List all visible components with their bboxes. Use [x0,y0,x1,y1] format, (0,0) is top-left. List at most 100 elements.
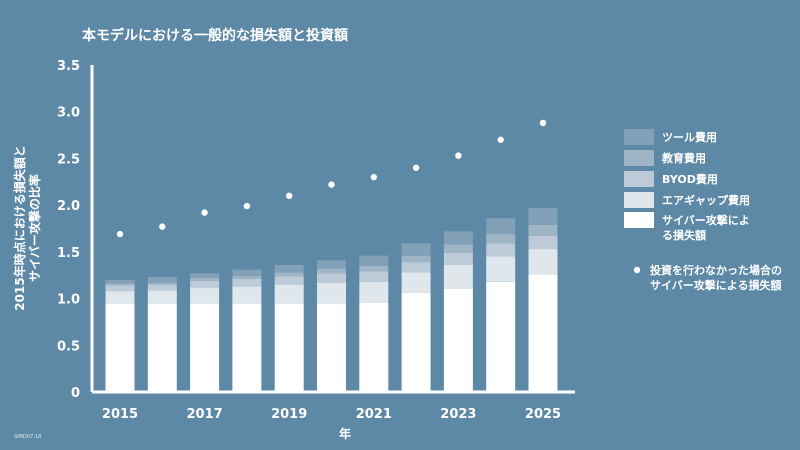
y-tick-label: 1.0 [57,293,80,308]
x-tick-label: 2021 [356,407,392,422]
bar-segment [190,287,220,304]
bar-segment [232,286,262,304]
scatter-point [370,173,377,181]
x-axis-label: 年 [339,426,351,441]
bar-segment [528,274,558,392]
legend-label: ツール費用 [662,130,717,144]
bar-segment [528,249,558,275]
y-tick-label: 0 [71,386,80,401]
bar-segment [147,282,177,285]
bar-segment [105,283,135,286]
y-tick-label: 1.5 [57,246,80,261]
bar-segment [401,262,431,273]
bar-segment [359,271,389,282]
bar-segment [528,207,558,225]
bar-segment [274,272,304,277]
bar-segment [486,234,516,244]
x-tick-label: 2017 [187,407,223,422]
y-axis-label-line-1: 2015年時点における損失額と [12,145,27,310]
bar-segment [486,256,516,282]
bar-segment [190,303,220,392]
bar-segment [443,288,473,392]
legend-swatch [624,171,654,187]
y-tick-label: 3.0 [57,106,80,121]
scatter-point [243,202,251,210]
bar-segment [359,255,389,266]
bar-segment [232,276,262,279]
bar-segment [105,291,135,304]
bar-segment [105,285,135,292]
bar-segment [147,290,177,304]
scatter-point [412,164,420,171]
bar-segment [486,281,516,392]
bar-segment [317,260,346,269]
bar-segment [359,281,389,303]
chart-title: 本モデルにおける一般的な損失額と投資額 [82,27,348,44]
y-tick-label: 0.5 [57,339,80,354]
bar-segment [274,284,304,304]
bar-segment [232,278,262,287]
scatter-points [116,119,547,238]
scatter-point [201,209,208,216]
scatter-point [159,223,166,230]
y-tick-label: 2.0 [57,199,80,214]
bar-segment [443,264,473,289]
x-tick-label: 2025 [525,407,561,422]
bar-segment [232,303,262,392]
x-tick-label: 2023 [440,407,476,422]
bar-segment [147,303,177,392]
scatter-point [497,136,504,143]
bar-segment [359,265,389,272]
scatter-point [286,192,293,199]
y-axis-label-line-2: サイバー攻撃の比率 [27,174,42,282]
bar-segment [443,244,473,253]
bar-segment [401,243,431,256]
y-tick-label: 2.5 [57,152,80,167]
scatter-point [539,119,547,127]
legend-swatch [624,150,654,166]
bar-segment [190,278,220,281]
x-axis-ticks: 2015 2017 2019 2021 2023 2025 [102,407,561,422]
legend-label: エアギャップ費用 [662,193,750,207]
bars [105,207,558,392]
bar-segment [486,218,516,235]
y-axis-label: 2015年時点における損失額と サイバー攻撃の比率 [12,145,42,310]
bar-segment [401,272,431,293]
bar-segment [359,302,389,392]
bar-segment [528,235,558,250]
bar-segment [190,273,220,279]
legend-dot [633,266,641,274]
bar-segment [105,303,135,392]
bar-segment [147,277,177,283]
bar-segment [105,279,135,284]
x-tick-label: 2015 [102,407,138,422]
bar-segment [190,280,220,288]
legend-label: 教育費用 [661,151,706,165]
legend-swatch [624,212,654,228]
x-tick-label: 2019 [271,407,307,422]
scatter-point [116,230,124,238]
bar-segment [317,303,346,392]
y-axis-ticks: 0 0.5 1.0 1.5 2.0 2.5 3.0 3.5 [57,59,80,401]
bar-segment [486,243,516,257]
bar-segment [274,276,304,285]
bar-segment [317,268,346,274]
scatter-point [455,152,462,159]
bar-segment [317,282,346,304]
y-tick-label: 3.5 [57,59,80,74]
bar-segment [443,231,473,245]
bar-segment [317,273,346,283]
bar-segment [274,303,304,392]
bar-segment [528,224,558,236]
legend-label-line-2: る損失額 [662,228,706,242]
legend-scatter-label: 投資を行わなかった場合の [650,263,782,277]
scatter-point [328,181,335,188]
bar-segment [274,264,304,273]
legend-swatch [624,192,654,208]
bar-segment [232,269,262,277]
bar-segment [147,284,177,291]
legend-label: サイバー攻撃によ [662,213,750,227]
legend-label: BYOD費用 [662,172,718,186]
